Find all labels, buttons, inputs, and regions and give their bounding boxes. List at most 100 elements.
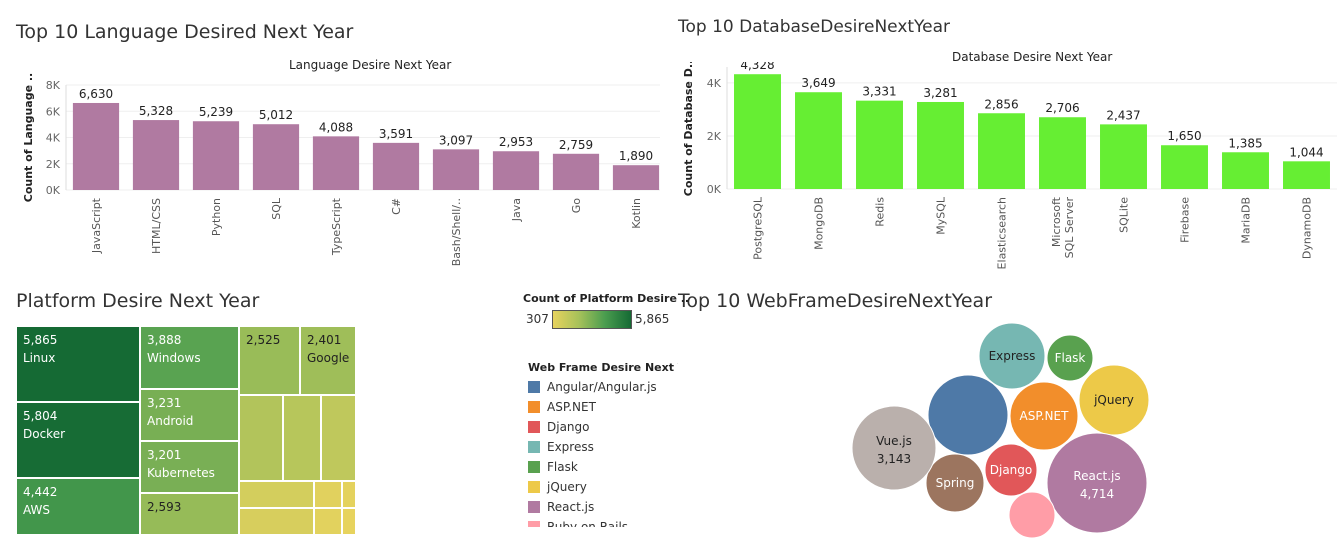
treemap-cell-google[interactable]: 2,401 Google: [300, 326, 356, 395]
treemap-value-label: 2,525: [246, 333, 281, 347]
bar-value-label: 5,328: [139, 104, 173, 118]
bar-database-1[interactable]: [795, 92, 842, 189]
bar-language-3[interactable]: [252, 124, 300, 190]
bar-database-5[interactable]: [1039, 117, 1086, 189]
treemap-cell-2525[interactable]: 2,525: [239, 326, 300, 395]
treemap-cell-windows[interactable]: 3,888 Windows: [140, 326, 239, 389]
bar-value-label: 3,649: [801, 76, 835, 90]
legend-swatch: [528, 401, 540, 413]
bar-language-9[interactable]: [612, 165, 660, 190]
x-tick-label: Go: [570, 198, 583, 214]
treemap-cell-small[interactable]: [239, 508, 314, 535]
treemap-cell-small[interactable]: [342, 481, 356, 508]
webframe-dashboard-title: Top 10 WebFrameDesireNextYear: [678, 290, 993, 312]
treemap-cell-small[interactable]: [239, 395, 283, 481]
bubble-3[interactable]: [978, 322, 1046, 390]
x-tick-label: Firebase: [1179, 197, 1192, 243]
bar-language-4[interactable]: [312, 136, 360, 190]
bar-database-6[interactable]: [1100, 124, 1147, 189]
legend-label: React.js: [547, 500, 595, 514]
webframe-legend[interactable]: Web Frame Desire Next Y.. Angular/Angula…: [528, 361, 678, 527]
y-tick-label: 6K: [46, 105, 61, 118]
legend-item[interactable]: React.js: [528, 497, 678, 517]
legend-label: ASP.NET: [547, 400, 596, 414]
treemap-cell-2593[interactable]: 2,593: [140, 493, 239, 535]
x-tick-label: SQL Server: [1063, 197, 1076, 259]
database-bar-chart: 0K 2K 4K Count of Database D.. 4,328 PostgreS…: [682, 62, 1337, 269]
bubble-1[interactable]: [1009, 381, 1079, 451]
bubble-label: React.js: [1073, 469, 1120, 483]
webframe-legend-title: Web Frame Desire Next Y..: [528, 361, 678, 374]
bubble-label: Vue.js: [876, 434, 912, 448]
x-tick-label: HTML/CSS: [150, 198, 163, 254]
treemap-cell-docker[interactable]: 5,804 Docker: [16, 402, 140, 478]
bar-value-label: 3,591: [379, 127, 413, 141]
treemap-cell-small[interactable]: [239, 481, 314, 508]
legend-item[interactable]: Express: [528, 437, 678, 457]
legend-swatch: [528, 461, 540, 473]
bubble-8[interactable]: [925, 453, 985, 513]
bar-value-label: 1,890: [619, 149, 653, 163]
bar-value-label: 1,650: [1167, 129, 1201, 143]
treemap-value-label: 2,593: [147, 500, 182, 514]
bubble-7[interactable]: [1008, 491, 1056, 539]
treemap-value-label: 3,231: [147, 396, 182, 410]
y-axis-title: Count of Language ..: [22, 73, 35, 202]
platform-treemap: 5,865 Linux 5,804 Docker 4,442 AWS 3,888 Window…: [16, 326, 356, 535]
treemap-value-label: 3,888: [147, 333, 182, 347]
treemap-cell-small[interactable]: [314, 481, 342, 508]
bubble-9[interactable]: [851, 405, 937, 491]
treemap-cell-aws[interactable]: 4,442 AWS: [16, 478, 140, 535]
bubble-label: Express: [989, 349, 1036, 363]
bar-language-1[interactable]: [132, 120, 180, 190]
bar-language-0[interactable]: [72, 102, 120, 190]
bar-database-0[interactable]: [734, 74, 781, 189]
bar-database-4[interactable]: [978, 113, 1025, 189]
bubble-5[interactable]: [1078, 364, 1150, 436]
treemap-value-label: 4,442: [23, 485, 58, 499]
bar-language-8[interactable]: [552, 153, 600, 190]
platform-dashboard-title: Platform Desire Next Year: [16, 290, 260, 312]
bubble-4[interactable]: [1046, 334, 1094, 382]
bubble-2[interactable]: [984, 443, 1038, 497]
legend-item[interactable]: Flask: [528, 457, 678, 477]
treemap-name-label: Android: [147, 414, 194, 428]
treemap-cell-small[interactable]: [342, 508, 356, 535]
bar-database-9[interactable]: [1283, 161, 1330, 189]
legend-item[interactable]: ASP.NET: [528, 397, 678, 417]
x-tick-label: DynamoDB: [1301, 197, 1314, 259]
bar-language-2[interactable]: [192, 121, 240, 190]
x-tick-label: TypeScript: [330, 197, 343, 256]
bar-language-5[interactable]: [372, 142, 420, 190]
y-tick-label: 4K: [707, 77, 722, 90]
bar-language-7[interactable]: [492, 151, 540, 190]
bar-value-label: 2,856: [984, 97, 1018, 111]
bubble-label: Django: [990, 463, 1033, 477]
database-dashboard-title: Top 10 DatabaseDesireNextYear: [678, 17, 951, 37]
treemap-name-label: Linux: [23, 351, 56, 365]
legend-item[interactable]: Ruby on Rails: [528, 517, 678, 527]
legend-item[interactable]: Angular/Angular.js: [528, 377, 678, 397]
x-tick-label: Python: [210, 198, 223, 236]
y-tick-label: 8K: [46, 79, 61, 92]
treemap-name-label: Docker: [23, 427, 66, 441]
bar-language-6[interactable]: [432, 149, 480, 190]
language-dashboard-title: Top 10 Language Desired Next Year: [16, 21, 354, 43]
y-axis-title: Count of Database D..: [682, 62, 695, 196]
legend-item[interactable]: jQuery: [528, 477, 678, 497]
bubble-6[interactable]: [1046, 432, 1148, 534]
treemap-cell-android[interactable]: 3,231 Android: [140, 389, 239, 441]
treemap-cell-small[interactable]: [314, 508, 342, 535]
legend-item[interactable]: Django: [528, 417, 678, 437]
treemap-cell-kubernetes[interactable]: 3,201 Kubernetes: [140, 441, 239, 493]
bar-database-3[interactable]: [917, 101, 964, 189]
treemap-cell-linux[interactable]: 5,865 Linux: [16, 326, 140, 402]
treemap-name-label: AWS: [23, 503, 51, 517]
treemap-cell-small[interactable]: [283, 395, 321, 481]
bar-database-7[interactable]: [1161, 145, 1208, 189]
bubble-0[interactable]: [927, 374, 1009, 456]
bar-database-2[interactable]: [856, 100, 903, 189]
treemap-cell-small[interactable]: [321, 395, 356, 481]
bar-value-label: 5,012: [259, 108, 293, 122]
bar-database-8[interactable]: [1222, 152, 1269, 189]
